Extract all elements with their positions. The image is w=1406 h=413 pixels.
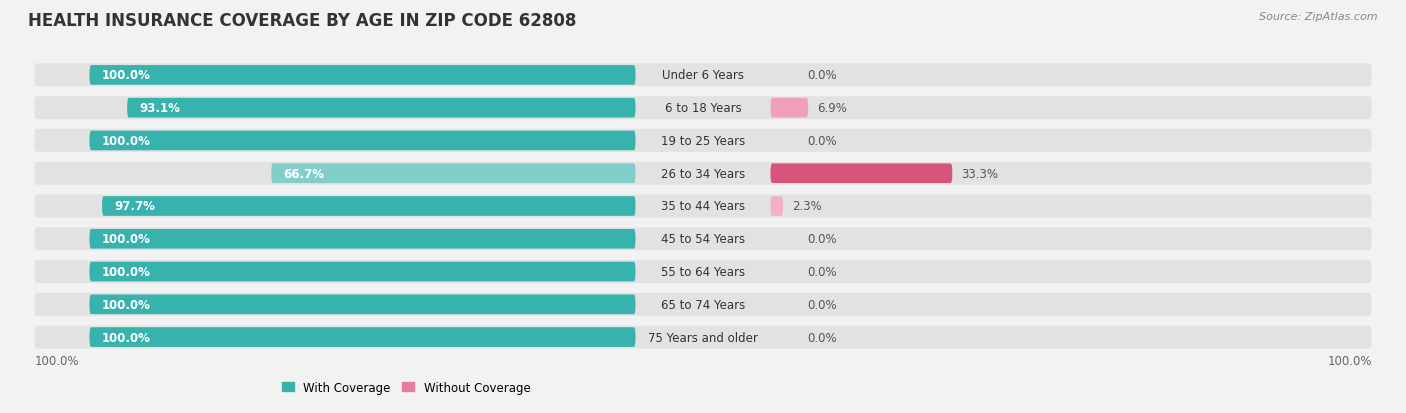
Text: 0.0%: 0.0%	[807, 135, 837, 147]
Text: 35 to 44 Years: 35 to 44 Years	[661, 200, 745, 213]
Text: 100.0%: 100.0%	[101, 233, 150, 246]
FancyBboxPatch shape	[271, 164, 636, 184]
FancyBboxPatch shape	[34, 261, 1372, 283]
FancyBboxPatch shape	[90, 229, 636, 249]
Text: Under 6 Years: Under 6 Years	[662, 69, 744, 82]
Text: 100.0%: 100.0%	[101, 69, 150, 82]
Text: 66.7%: 66.7%	[284, 167, 325, 180]
FancyBboxPatch shape	[90, 295, 636, 314]
Text: 6 to 18 Years: 6 to 18 Years	[665, 102, 741, 115]
FancyBboxPatch shape	[34, 64, 1372, 87]
Text: 100.0%: 100.0%	[101, 331, 150, 344]
FancyBboxPatch shape	[90, 328, 636, 347]
Text: Source: ZipAtlas.com: Source: ZipAtlas.com	[1260, 12, 1378, 22]
FancyBboxPatch shape	[34, 97, 1372, 120]
Text: 75 Years and older: 75 Years and older	[648, 331, 758, 344]
Text: 100.0%: 100.0%	[34, 354, 79, 367]
FancyBboxPatch shape	[770, 164, 952, 184]
Text: 0.0%: 0.0%	[807, 331, 837, 344]
FancyBboxPatch shape	[770, 99, 808, 118]
Text: 65 to 74 Years: 65 to 74 Years	[661, 298, 745, 311]
Text: 19 to 25 Years: 19 to 25 Years	[661, 135, 745, 147]
FancyBboxPatch shape	[34, 293, 1372, 316]
FancyBboxPatch shape	[34, 228, 1372, 251]
Legend: With Coverage, Without Coverage: With Coverage, Without Coverage	[277, 376, 536, 399]
Text: 2.3%: 2.3%	[792, 200, 823, 213]
FancyBboxPatch shape	[34, 326, 1372, 349]
Text: 100.0%: 100.0%	[101, 266, 150, 278]
FancyBboxPatch shape	[103, 197, 636, 216]
Text: 0.0%: 0.0%	[807, 266, 837, 278]
Text: 0.0%: 0.0%	[807, 298, 837, 311]
Text: 55 to 64 Years: 55 to 64 Years	[661, 266, 745, 278]
Text: 0.0%: 0.0%	[807, 233, 837, 246]
FancyBboxPatch shape	[770, 197, 783, 216]
FancyBboxPatch shape	[90, 131, 636, 151]
FancyBboxPatch shape	[34, 130, 1372, 152]
Text: 100.0%: 100.0%	[1327, 354, 1372, 367]
Text: 26 to 34 Years: 26 to 34 Years	[661, 167, 745, 180]
FancyBboxPatch shape	[90, 262, 636, 282]
Text: HEALTH INSURANCE COVERAGE BY AGE IN ZIP CODE 62808: HEALTH INSURANCE COVERAGE BY AGE IN ZIP …	[28, 12, 576, 30]
FancyBboxPatch shape	[34, 162, 1372, 185]
FancyBboxPatch shape	[90, 66, 636, 85]
Text: 33.3%: 33.3%	[962, 167, 998, 180]
Text: 97.7%: 97.7%	[114, 200, 155, 213]
Text: 6.9%: 6.9%	[817, 102, 848, 115]
Text: 100.0%: 100.0%	[101, 298, 150, 311]
Text: 0.0%: 0.0%	[807, 69, 837, 82]
FancyBboxPatch shape	[34, 195, 1372, 218]
Text: 100.0%: 100.0%	[101, 135, 150, 147]
FancyBboxPatch shape	[127, 99, 636, 118]
Text: 45 to 54 Years: 45 to 54 Years	[661, 233, 745, 246]
Text: 93.1%: 93.1%	[139, 102, 180, 115]
